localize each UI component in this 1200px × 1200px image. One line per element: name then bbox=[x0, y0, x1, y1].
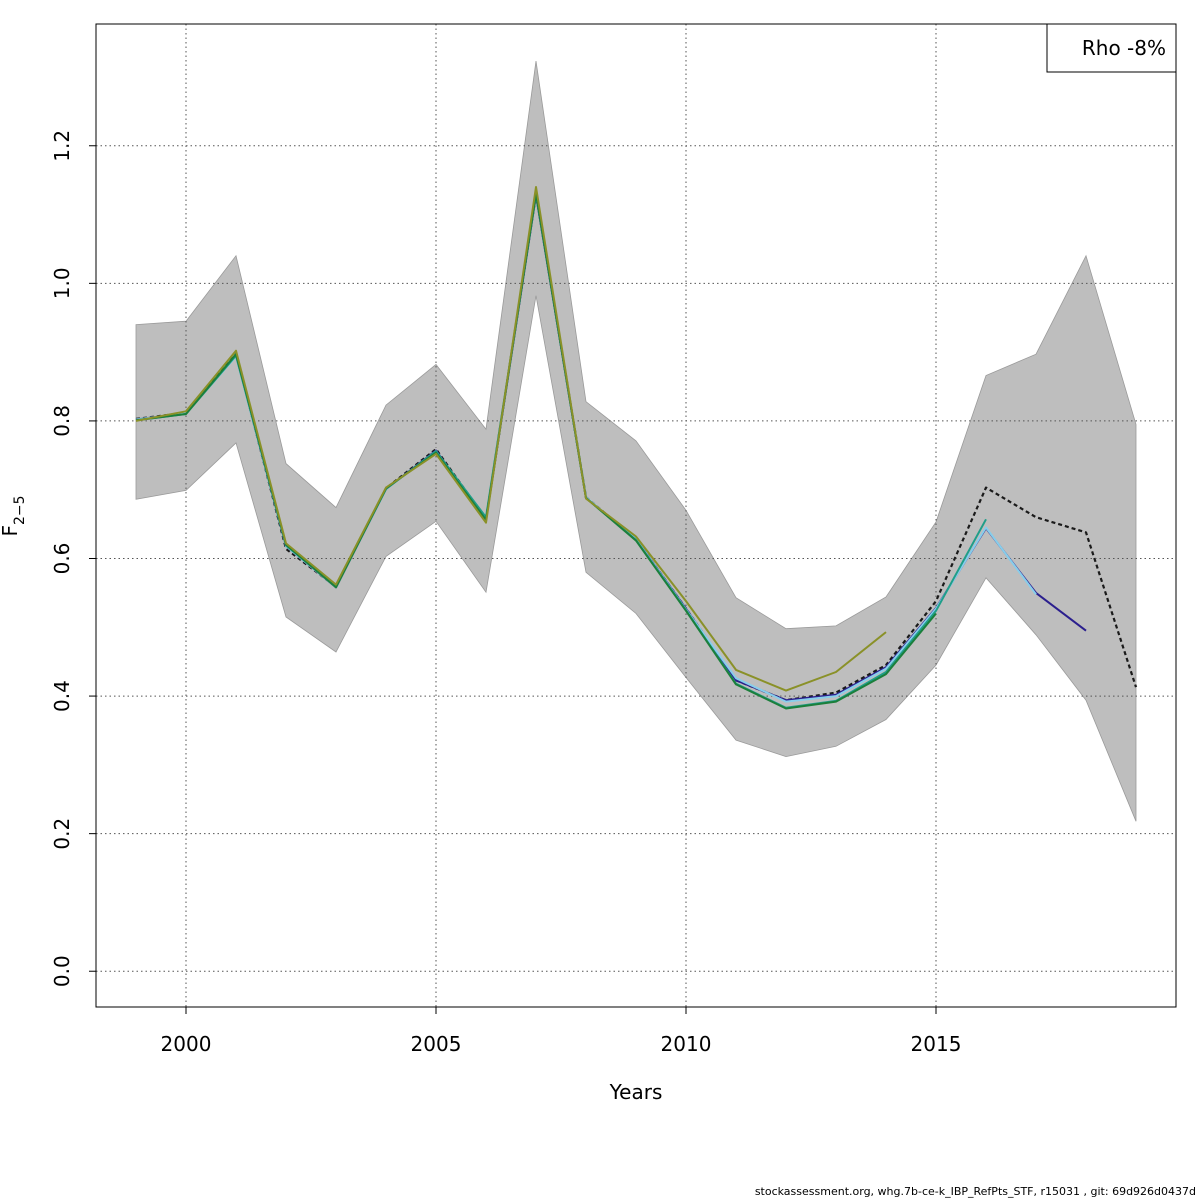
y-tick-label: 0.2 bbox=[50, 818, 74, 850]
x-tick-label: 2010 bbox=[661, 1032, 712, 1056]
confidence-band-layer bbox=[135, 61, 1137, 822]
y-tick-label: 0.0 bbox=[50, 955, 74, 987]
y-tick-label: 0.4 bbox=[50, 680, 74, 712]
y-axis-title-main: F bbox=[0, 525, 22, 537]
footer-credit: stockassessment.org, whg.7b-ce-k_IBP_Ref… bbox=[754, 1185, 1196, 1198]
legend-label: Rho -8% bbox=[1082, 36, 1166, 60]
y-tick-label-group: 1.2 bbox=[50, 130, 74, 162]
y-axis-title: F2−5 bbox=[0, 495, 28, 536]
y-tick-label-group: 0.4 bbox=[50, 680, 74, 712]
legend: Rho -8% bbox=[1046, 23, 1177, 73]
y-axis-title-subscript: 2−5 bbox=[12, 495, 28, 525]
grid-layer bbox=[96, 24, 1176, 1007]
y-tick-label: 1.0 bbox=[50, 267, 74, 299]
confidence-band bbox=[135, 61, 1137, 822]
x-tick-label: 2005 bbox=[411, 1032, 462, 1056]
y-tick-label-group: 0.6 bbox=[50, 543, 74, 575]
y-tick-label-group: 0.8 bbox=[50, 405, 74, 437]
y-tick-label-group: 0.0 bbox=[50, 955, 74, 987]
x-axis-title: Years bbox=[609, 1080, 663, 1104]
series-line bbox=[135, 186, 887, 692]
series-layer bbox=[135, 186, 1138, 710]
svg-text:F2−5: F2−5 bbox=[0, 495, 28, 536]
plot-frame bbox=[95, 23, 1177, 1008]
y-tick-label: 0.6 bbox=[50, 543, 74, 575]
x-tick-label: 2000 bbox=[161, 1032, 212, 1056]
y-tick-label-group: 0.2 bbox=[50, 818, 74, 850]
legend-box bbox=[1046, 23, 1177, 73]
x-tick-label: 2015 bbox=[911, 1032, 962, 1056]
y-tick-label-group: 1.0 bbox=[50, 267, 74, 299]
y-tick-label: 1.2 bbox=[50, 130, 74, 162]
axes-layer: 2000 2005 2010 2015 0.0 0.2 0.4 0.6 0.8 1.0 1.2 bbox=[50, 23, 1177, 1056]
y-tick-label: 0.8 bbox=[50, 405, 74, 437]
